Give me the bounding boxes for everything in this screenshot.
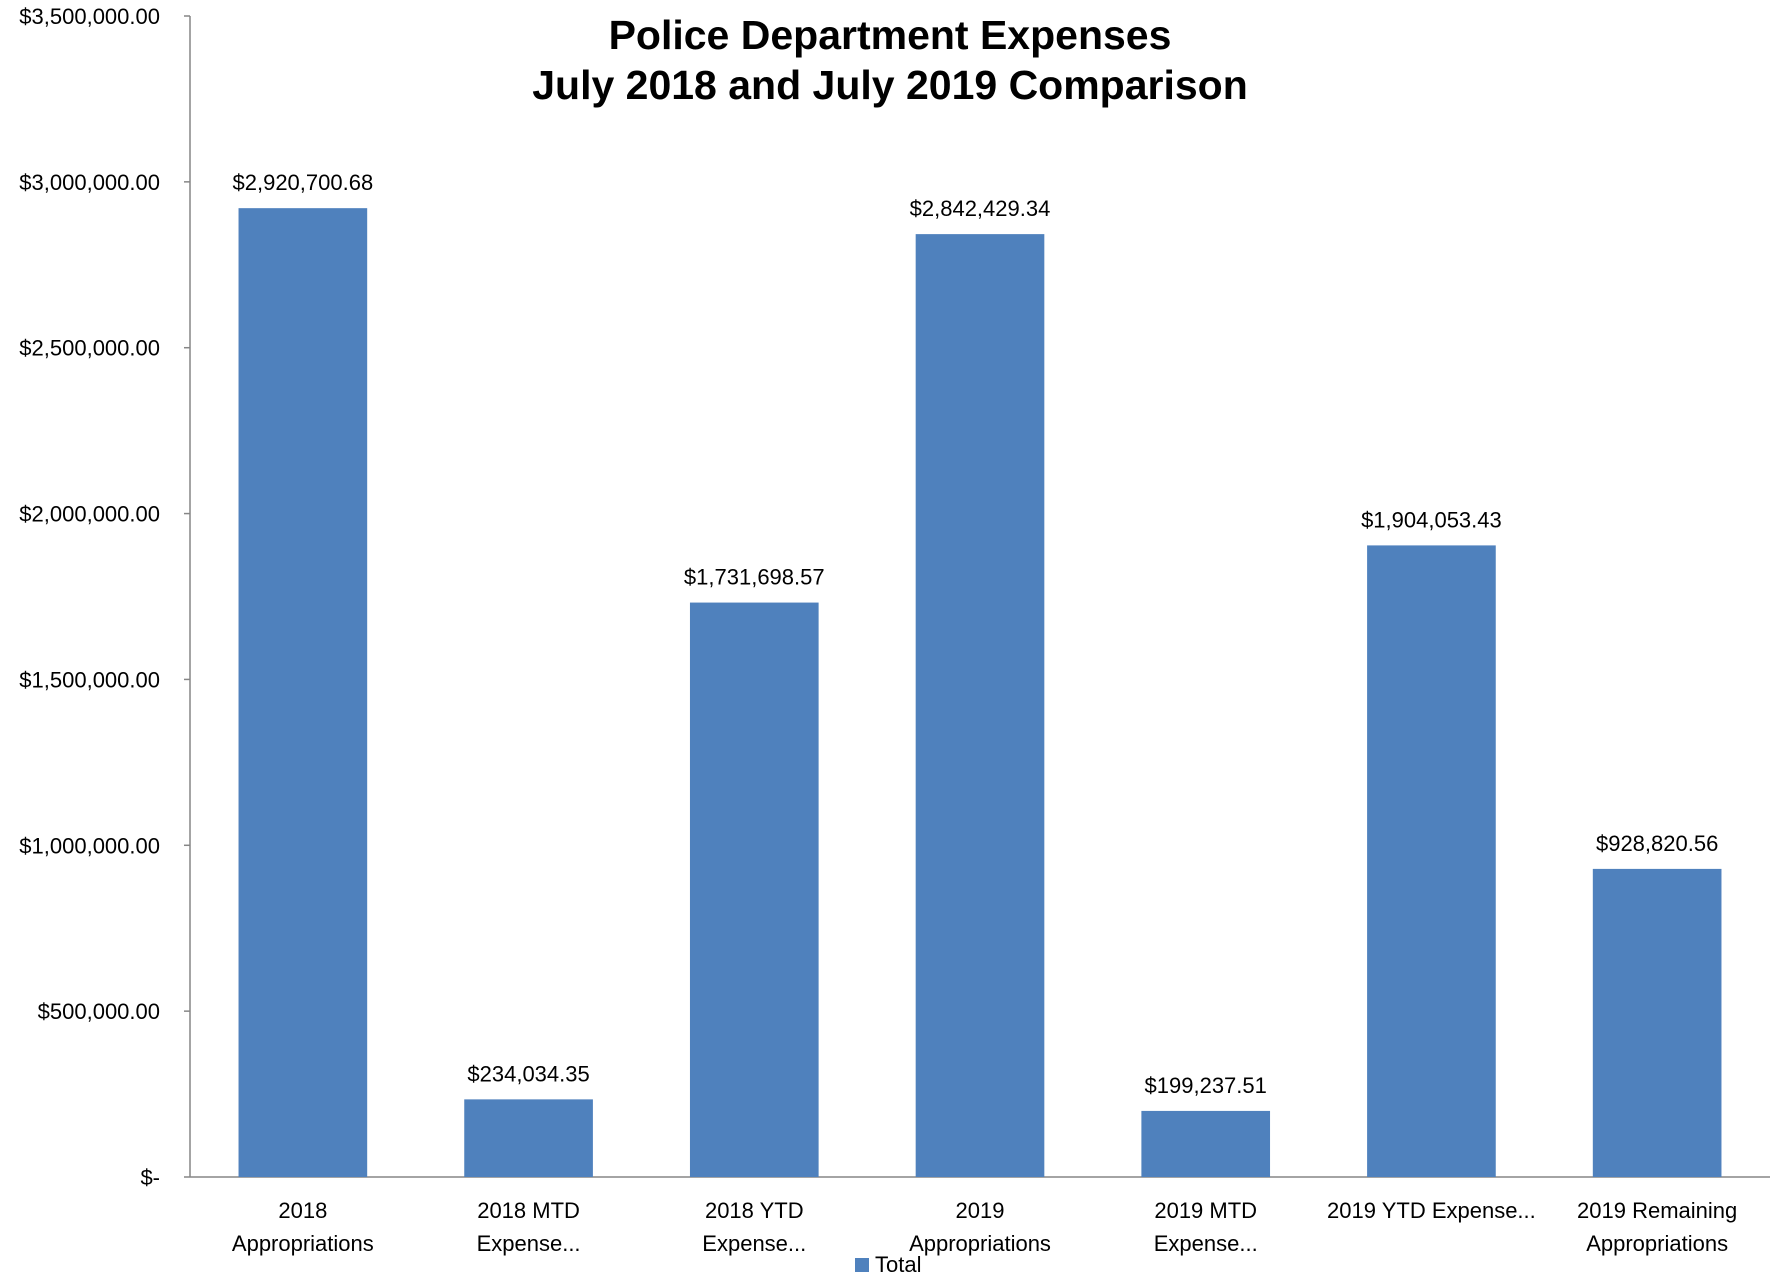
bar [1592, 868, 1722, 1177]
category-label: Appropriations [909, 1231, 1051, 1256]
y-tick-label: $2,000,000.00 [19, 502, 160, 527]
data-label: $1,731,698.57 [684, 565, 825, 590]
y-tick-label: $1,500,000.00 [19, 667, 160, 692]
category-label: 2018 [278, 1198, 327, 1223]
data-label: $1,904,053.43 [1361, 507, 1502, 532]
chart-title-line-1: Police Department Expenses [608, 12, 1172, 58]
y-tick-label: $3,500,000.00 [19, 4, 160, 29]
category-label: 2019 YTD Expense... [1327, 1198, 1536, 1223]
y-tick-label: $1,000,000.00 [19, 833, 160, 858]
y-tick-label: $3,000,000.00 [19, 170, 160, 195]
category-label: 2019 MTD [1154, 1198, 1257, 1223]
category-label: 2019 Remaining [1577, 1198, 1737, 1223]
category-label: 2018 YTD [705, 1198, 804, 1223]
data-label: $2,920,700.68 [233, 170, 374, 195]
category-label: Expense... [477, 1231, 581, 1256]
bar [1367, 545, 1496, 1177]
category-label: Expense... [702, 1231, 806, 1256]
category-label: Appropriations [232, 1231, 374, 1256]
data-label: $199,237.51 [1145, 1073, 1267, 1098]
chart-title-line-2: July 2018 and July 2019 Comparison [532, 62, 1248, 108]
data-label: $2,842,429.34 [910, 196, 1051, 221]
category-label: Appropriations [1586, 1231, 1728, 1256]
category-label: 2018 MTD [477, 1198, 580, 1223]
category-label: 2019 [956, 1198, 1005, 1223]
y-tick-label: $- [140, 1165, 160, 1190]
legend-label-total: Total [875, 1252, 922, 1277]
legend-swatch-total [855, 1258, 869, 1272]
y-tick-label: $500,000.00 [38, 999, 160, 1024]
bar [1141, 1110, 1271, 1177]
legend: Total [855, 1252, 921, 1278]
category-label: Expense... [1154, 1231, 1258, 1256]
bar [915, 234, 1045, 1177]
bar [238, 208, 368, 1177]
bar [689, 602, 819, 1177]
bar [464, 1099, 593, 1177]
data-label: $234,034.35 [467, 1061, 589, 1086]
y-tick-label: $2,500,000.00 [19, 336, 160, 361]
data-label: $928,820.56 [1596, 831, 1718, 856]
